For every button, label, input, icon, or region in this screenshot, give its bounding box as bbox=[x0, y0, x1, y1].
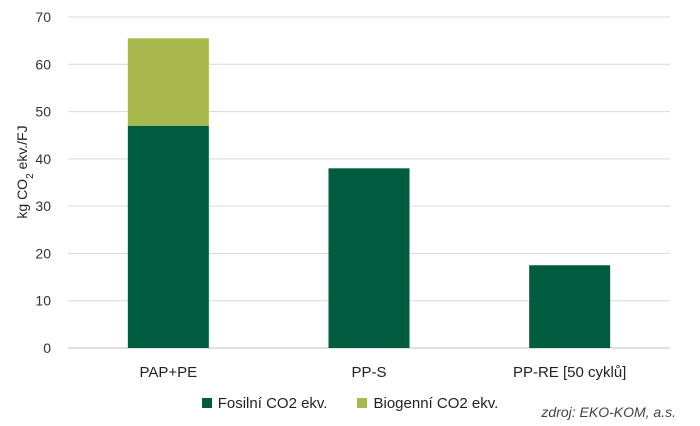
x-category-label: PP-S bbox=[351, 364, 386, 381]
y-axis-label-rest: ekv./FJ bbox=[14, 125, 30, 173]
legend-label-biogenic: Biogenní CO2 ekv. bbox=[373, 394, 499, 412]
y-tick-label: 60 bbox=[35, 56, 51, 72]
legend-item-fossil: Fosilní CO2 ekv. bbox=[201, 394, 328, 412]
bar-biogenic bbox=[127, 38, 209, 126]
legend: Fosilní CO2 ekv. Biogenní CO2 ekv. bbox=[0, 393, 700, 413]
legend-swatch-fossil bbox=[201, 398, 212, 408]
y-axis-ticks: 0 10 20 30 40 50 60 70 bbox=[35, 9, 51, 356]
x-category-label: PP-RE [50 cyklů] bbox=[513, 364, 626, 381]
y-axis-label-subscript: 2 bbox=[25, 173, 36, 179]
bars bbox=[127, 38, 611, 348]
y-tick-label: 20 bbox=[35, 245, 51, 261]
x-axis-categories: PAP+PE PP-S PP-RE [50 cyklů] bbox=[139, 364, 626, 381]
y-axis-label-main: kg CO bbox=[14, 179, 30, 219]
bar-fossil bbox=[529, 265, 611, 348]
x-category-label: PAP+PE bbox=[139, 364, 197, 381]
legend-item-biogenic: Biogenní CO2 ekv. bbox=[357, 395, 498, 412]
y-tick-label: 30 bbox=[35, 198, 51, 214]
y-tick-label: 10 bbox=[35, 293, 51, 309]
legend-swatch-biogenic bbox=[357, 398, 368, 408]
bar-fossil bbox=[127, 125, 209, 348]
bar-fossil bbox=[328, 168, 410, 348]
legend-label-fossil: Fosilní CO2 ekv. bbox=[217, 394, 328, 412]
y-tick-label: 40 bbox=[35, 151, 51, 167]
y-tick-label: 70 bbox=[35, 9, 51, 25]
y-tick-label: 0 bbox=[43, 340, 51, 356]
y-axis-label: kg CO2 ekv./FJ bbox=[14, 125, 36, 218]
y-tick-label: 50 bbox=[35, 104, 51, 120]
source-note: zdroj: EKO-KOM, a.s. bbox=[541, 404, 676, 420]
